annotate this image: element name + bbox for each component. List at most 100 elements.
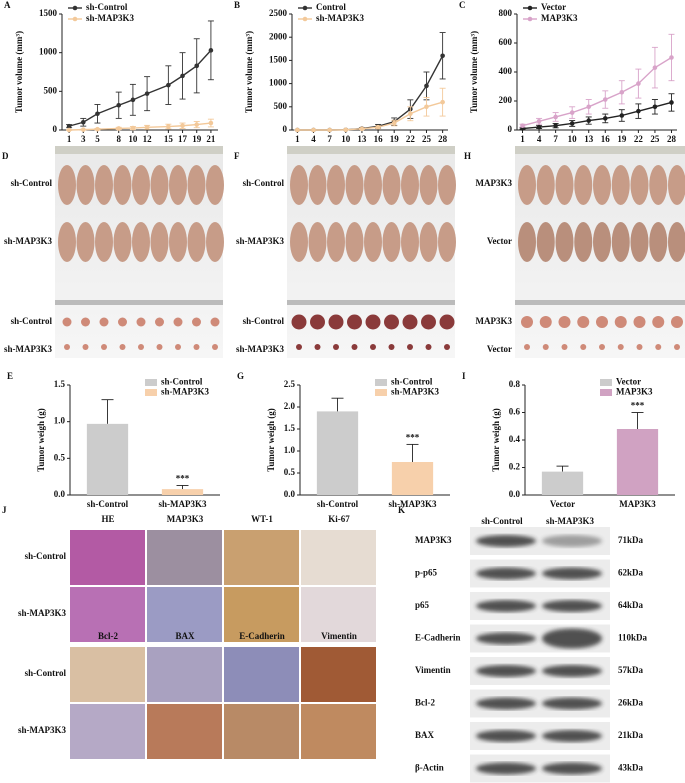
- x-tick-label: sh-Control: [87, 499, 129, 509]
- point: [636, 108, 641, 114]
- legend-label: MAP3K3: [541, 13, 578, 23]
- tumor: [521, 316, 533, 328]
- x-tick-label: 10: [128, 134, 138, 144]
- mouse: [58, 222, 76, 262]
- mouse: [438, 165, 456, 205]
- point: [553, 114, 558, 120]
- blot-band: [542, 730, 602, 742]
- bar: [391, 462, 434, 495]
- point: [440, 99, 445, 105]
- y-axis-label: Tumor weigh (g): [36, 408, 46, 472]
- tumor: [444, 344, 450, 350]
- x-tick-label: 1: [295, 134, 300, 144]
- blot-band: [542, 665, 602, 677]
- y-axis-label: Tumor weigh (g): [266, 408, 276, 472]
- x-tick-label: 28: [667, 134, 677, 144]
- tumor: [351, 344, 358, 350]
- point: [166, 82, 171, 88]
- y-tick-label: 1000: [39, 47, 58, 57]
- ihc-image: [301, 704, 376, 759]
- point: [536, 124, 542, 130]
- tumor: [192, 317, 201, 327]
- ihc-image: [224, 647, 299, 702]
- point: [359, 126, 365, 132]
- stain-label: Bcl-2: [98, 631, 118, 641]
- tumor: [580, 344, 587, 350]
- mouse: [76, 165, 95, 205]
- legend-marker: [527, 5, 533, 11]
- mouse: [169, 165, 187, 205]
- ruler: [515, 146, 685, 154]
- point: [408, 111, 413, 117]
- ihc-image: [147, 530, 222, 585]
- tumor: [421, 314, 436, 330]
- mouse: [58, 165, 76, 205]
- point: [636, 81, 641, 86]
- mouse: [113, 165, 132, 205]
- mouse: [593, 165, 611, 205]
- tumor: [633, 316, 646, 328]
- mouse: [290, 222, 308, 262]
- error-bar: [176, 485, 189, 490]
- x-tick-label: 10: [341, 134, 351, 144]
- mouse: [382, 165, 401, 205]
- stain-label: Vimentin: [321, 631, 357, 641]
- x-tick-label: 13: [357, 134, 367, 144]
- stain-label: HE: [101, 514, 114, 524]
- mouse: [536, 165, 555, 205]
- photo-label: MAP3K3: [476, 178, 513, 188]
- tumor: [175, 344, 181, 350]
- photo-label: Vector: [487, 236, 512, 246]
- tumor: [82, 344, 89, 350]
- mouse: [518, 165, 536, 205]
- row-label: sh-Control: [25, 668, 67, 678]
- legend-marker: [527, 16, 533, 22]
- ihc-image: [70, 647, 145, 702]
- point: [295, 127, 300, 133]
- point: [130, 125, 136, 131]
- mouse: [76, 222, 95, 262]
- panel-letter: K: [398, 505, 405, 515]
- panel-letter: J: [2, 505, 7, 515]
- x-tick-label: 19: [390, 134, 400, 144]
- legend-marker: [302, 5, 308, 11]
- blot-band: [476, 567, 536, 580]
- tumor: [596, 316, 608, 328]
- blot-band: [476, 762, 536, 775]
- point: [652, 65, 658, 70]
- tumor: [539, 316, 552, 328]
- photo-label: sh-MAP3K3: [4, 344, 52, 354]
- row-label: sh-Control: [25, 551, 67, 561]
- legend-label: sh-MAP3K3: [316, 13, 364, 23]
- ihc-image: [224, 704, 299, 759]
- stain-label: BAX: [175, 631, 195, 641]
- blot-band: [542, 762, 602, 775]
- photo-label: sh-MAP3K3: [4, 236, 52, 246]
- tumor: [388, 344, 395, 350]
- tumor: [118, 317, 127, 327]
- tumor: [402, 314, 418, 330]
- tumor: [577, 316, 590, 328]
- y-tick-label: 1.0: [54, 416, 66, 426]
- point: [194, 63, 200, 69]
- size-label: 43kDa: [618, 763, 644, 773]
- y-axis-label: Tumor volume (mm³): [244, 31, 254, 113]
- blot-band: [476, 665, 536, 677]
- x-tick-label: 19: [192, 134, 202, 144]
- point: [586, 104, 592, 110]
- legend-marker: [72, 16, 78, 22]
- bar: [616, 429, 659, 495]
- tumor: [155, 317, 164, 327]
- point: [440, 53, 445, 59]
- tumor: [617, 344, 624, 350]
- x-tick-label: Vector: [550, 499, 575, 509]
- photo-label: Vector: [487, 344, 512, 354]
- mouse: [327, 222, 345, 262]
- panel-letter: G: [237, 371, 244, 381]
- y-tick-label: 2.0: [284, 401, 296, 411]
- mouse: [206, 165, 224, 205]
- legend-label: sh-Control: [391, 377, 433, 387]
- panel-letter: C: [459, 0, 466, 10]
- x-tick-label: 28: [438, 134, 448, 144]
